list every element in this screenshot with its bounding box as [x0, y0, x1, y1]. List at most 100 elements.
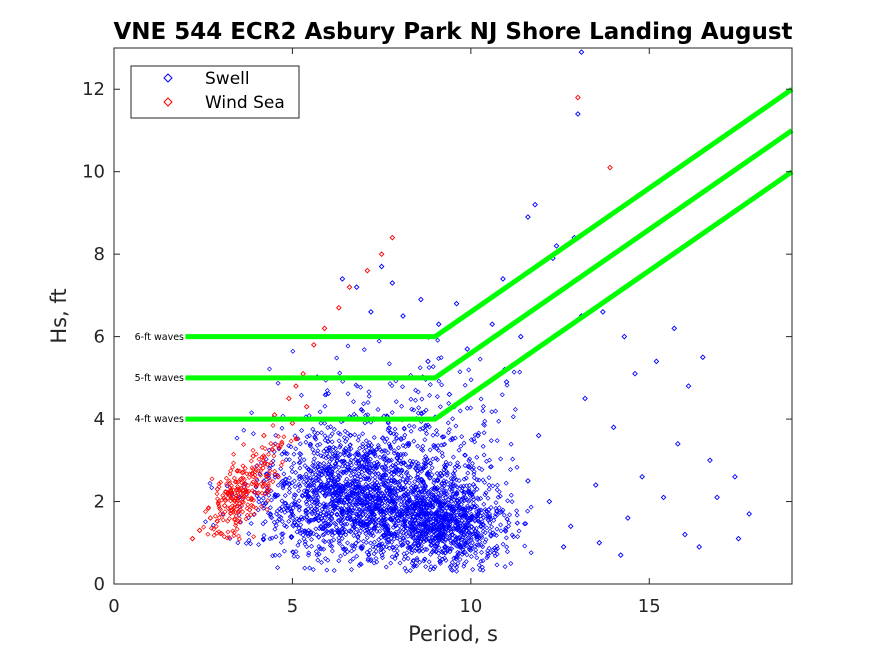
data-point	[446, 391, 453, 398]
data-point	[525, 214, 531, 220]
data-point	[714, 494, 720, 501]
data-point	[353, 284, 360, 290]
data-point	[632, 370, 638, 377]
scatter-points	[189, 49, 753, 558]
data-point	[378, 263, 385, 270]
legend-swell-label: Swell	[205, 69, 250, 89]
data-point	[221, 502, 228, 509]
x-tick-label: 5	[287, 596, 298, 617]
data-point	[236, 494, 242, 501]
x-axis-label: Period, s	[408, 622, 498, 646]
data-point	[610, 424, 617, 431]
x-tick-label: 15	[638, 596, 661, 617]
data-point	[453, 300, 460, 307]
data-point	[264, 461, 271, 468]
data-point	[674, 440, 681, 447]
data-point	[189, 535, 196, 542]
data-point	[500, 276, 506, 282]
y-tick-label: 0	[94, 574, 105, 595]
dense-scatter-cloud	[201, 334, 534, 574]
data-point	[364, 267, 371, 274]
data-point	[625, 515, 631, 521]
plot-area	[114, 48, 792, 584]
data-point	[464, 346, 471, 352]
data-point	[378, 251, 385, 257]
data-point	[293, 383, 299, 389]
limit-line-4ft	[185, 169, 794, 422]
y-tick-label: 10	[82, 162, 105, 183]
data-point	[389, 280, 396, 286]
legend-box	[130, 65, 300, 119]
data-point	[535, 432, 542, 439]
data-point	[239, 469, 246, 476]
data-point	[310, 342, 317, 348]
data-point	[286, 395, 292, 402]
limit-line-5ft	[185, 128, 794, 381]
data-point	[732, 473, 738, 480]
annotation-4ft-waves: 4-ft waves	[135, 414, 184, 425]
data-point	[699, 354, 706, 361]
data-point	[582, 395, 588, 402]
limit-line-6ft	[185, 87, 794, 340]
data-point	[489, 321, 496, 328]
data-point	[303, 403, 310, 410]
data-point	[261, 432, 267, 439]
y-tick-label: 8	[94, 244, 105, 265]
data-point	[617, 552, 624, 558]
legend: Swell Wind Sea	[130, 65, 300, 119]
y-tick-label: 6	[94, 327, 105, 348]
axes	[113, 47, 793, 585]
data-point	[517, 333, 524, 340]
data-point	[250, 453, 257, 460]
legend-wind-sea-label: Wind Sea	[205, 93, 285, 113]
data-point	[671, 325, 678, 332]
data-point	[246, 506, 253, 513]
limit-lines	[185, 87, 794, 422]
annotation-6ft-waves: 6-ft waves	[135, 332, 184, 343]
data-point	[592, 482, 599, 488]
data-point	[475, 432, 481, 439]
data-point	[578, 49, 585, 55]
data-point	[560, 544, 567, 550]
data-point	[485, 506, 492, 513]
data-point	[435, 321, 442, 328]
data-point	[503, 379, 510, 385]
data-point	[368, 309, 374, 315]
limit-line-labels: 6-ft waves 5-ft waves 4-ft waves	[135, 332, 184, 425]
y-axis-label: Hs, ft	[47, 288, 71, 343]
y-tick-label: 2	[94, 492, 105, 513]
data-point	[575, 111, 581, 117]
data-point	[335, 304, 342, 311]
data-point	[735, 535, 742, 542]
data-point	[575, 94, 581, 101]
data-point	[275, 473, 281, 480]
tick-labels: 0 5 10 15 0 2 4 6 8 10 12	[82, 48, 792, 617]
data-point	[339, 276, 346, 282]
data-point	[346, 284, 353, 290]
data-point	[639, 473, 645, 480]
data-point	[253, 482, 260, 488]
data-point	[418, 296, 424, 303]
data-point	[425, 358, 431, 365]
data-point	[607, 164, 613, 171]
data-point	[600, 309, 606, 315]
series-swell	[339, 49, 753, 558]
data-point	[746, 511, 753, 517]
data-point	[289, 420, 296, 427]
data-point	[400, 313, 406, 319]
swell-dense-points	[203, 334, 534, 574]
data-point	[196, 527, 203, 534]
legend-wind-sea-marker	[163, 97, 173, 107]
data-point	[696, 544, 703, 550]
data-point	[553, 243, 560, 249]
data-point	[207, 515, 214, 521]
data-point	[685, 383, 692, 389]
data-point	[707, 457, 713, 464]
data-point	[621, 333, 628, 340]
y-tick-label: 4	[94, 409, 105, 430]
data-point	[525, 478, 531, 484]
data-point	[546, 498, 553, 505]
data-point	[682, 531, 688, 538]
data-point	[596, 539, 603, 546]
